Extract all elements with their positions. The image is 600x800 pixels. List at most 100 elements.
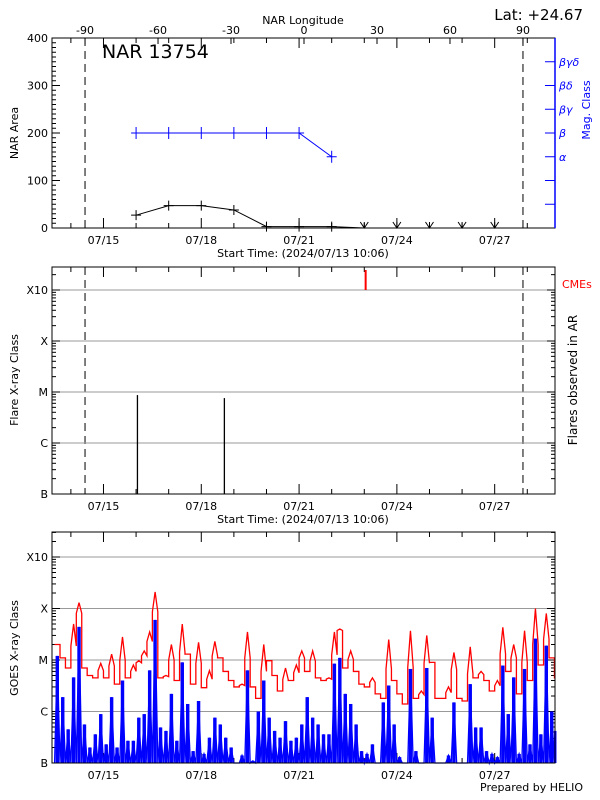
goes-short-channel-bar	[147, 670, 152, 763]
area-line	[135, 205, 495, 229]
goes-short-channel-bar	[338, 657, 342, 763]
mag-class-point-marker	[131, 127, 142, 139]
middle-xlabel: Start Time: (2024/07/13 10:06)	[217, 513, 389, 526]
area-point-plus-marker	[228, 204, 239, 215]
goes-short-channel-bar	[359, 751, 364, 763]
goes-short-channel-bar	[387, 685, 391, 763]
date-tick-label: 07/21	[283, 500, 315, 513]
mag-class-point-marker	[326, 150, 337, 163]
longitude-tick-label: 90	[516, 24, 530, 37]
goes-short-channel-bar	[185, 703, 190, 763]
area-point-plus-marker	[261, 221, 272, 232]
area-point-down-marker	[425, 221, 434, 229]
area-point-down-marker	[457, 221, 467, 229]
goes-short-channel-bar	[93, 734, 98, 763]
longitude-tick-label: 0	[301, 24, 308, 37]
goes-short-channel-bar	[137, 717, 141, 763]
goes-short-channel-bar	[109, 697, 114, 763]
goes-short-channel-bar	[245, 670, 250, 763]
area-axis-label: NAR Area	[8, 107, 21, 159]
goes-short-channel-bar	[539, 734, 543, 763]
date-tick-label: 07/18	[185, 500, 217, 513]
goes-short-channel-bar	[289, 740, 293, 763]
goes-short-channel-bar	[240, 755, 244, 763]
goes-short-channel-bar	[305, 697, 309, 763]
mag-class-tick-label: β	[558, 127, 566, 140]
region-title: NAR 13754	[102, 41, 209, 63]
mag-class-point-marker	[294, 127, 305, 139]
class-tick-label: X	[40, 335, 48, 348]
goes-short-channel-bar	[327, 734, 331, 763]
goes-short-channel-bar	[153, 619, 157, 763]
goes-short-channel-bar	[425, 667, 429, 763]
area-tick-label: 400	[27, 32, 48, 45]
goes-short-channel-bar	[354, 724, 358, 763]
date-tick-label: 07/24	[381, 500, 413, 513]
goes-short-channel-bar	[528, 744, 532, 763]
goes-short-channel-bar	[213, 717, 217, 763]
goes-short-channel-bar	[544, 645, 549, 763]
area-point-plus-marker	[196, 200, 207, 211]
flares-in-ar-label: Flares observed in AR	[566, 315, 580, 445]
goes-short-channel-line	[53, 619, 556, 766]
class-tick-label: X10	[26, 551, 48, 564]
area-tick-label: 200	[27, 127, 48, 140]
goes-short-channel-bar	[316, 724, 320, 763]
mag-class-axis-label: Mag. Class	[580, 80, 593, 139]
goes-short-channel-bar	[77, 626, 81, 763]
longitude-tick-label: 30	[370, 24, 384, 37]
bottom-panel-frame	[51, 531, 556, 764]
class-tick-label: C	[40, 706, 48, 719]
goes-short-channel-bar	[550, 711, 554, 763]
date-tick-label: 07/15	[88, 234, 120, 247]
goes-short-channel-bar	[522, 668, 527, 763]
goes-short-channel-bar	[321, 734, 326, 763]
goes-short-channel-bar	[158, 727, 163, 763]
goes-short-channel-bar	[533, 638, 538, 763]
goes-short-channel-bar	[332, 663, 337, 763]
class-tick-label: B	[40, 488, 48, 501]
goes-short-channel-bar	[71, 677, 76, 763]
goes-short-channel-bar	[348, 703, 353, 763]
goes-short-channel-bar	[506, 714, 510, 763]
date-tick-label: 07/27	[479, 769, 511, 782]
mag-class-tick-label: α	[559, 151, 567, 164]
goes-short-channel-bar	[310, 717, 315, 763]
mag-class-point-marker	[261, 127, 272, 139]
goes-short-channel-bar	[479, 727, 483, 763]
class-tick-label: X10	[26, 284, 48, 297]
goes-short-channel-bar	[397, 757, 402, 763]
goes-short-channel-bar	[191, 751, 195, 763]
goes-short-channel-bar	[392, 724, 396, 763]
goes-short-channel-bar	[517, 753, 521, 763]
goes-short-channel-bar	[115, 747, 119, 763]
area-tick-label: 0	[41, 222, 48, 235]
date-tick-label: 07/21	[283, 769, 315, 782]
goes-short-channel-bar	[370, 744, 375, 763]
prepared-by-footer: Prepared by HELIO	[480, 781, 583, 794]
goes-short-channel-bar	[555, 730, 557, 763]
mag-class-point-marker	[163, 127, 174, 139]
top-xlabel: Start Time: (2024/07/13 10:06)	[217, 247, 389, 260]
goes-short-channel-bar	[511, 677, 516, 763]
longitude-tick-label: -90	[76, 24, 94, 37]
class-tick-label: M	[39, 654, 49, 667]
area-point-down-marker	[490, 221, 500, 229]
goes-short-channel-bar	[251, 760, 255, 763]
mag-class-tick-label: βγ	[558, 103, 573, 116]
mag-class-point-marker	[228, 127, 239, 139]
date-tick-label: 07/21	[283, 234, 315, 247]
goes-long-channel-line	[54, 591, 556, 705]
mag-class-tick-label: βγδ	[558, 56, 580, 69]
goes-short-channel-bar	[501, 665, 505, 763]
goes-short-channel-bar	[207, 737, 212, 763]
goes-short-channel-bar	[142, 714, 146, 763]
goes-short-channel-bar	[126, 740, 130, 763]
cme-label: CMEs	[562, 278, 592, 291]
goes-short-channel-bar	[468, 684, 472, 763]
goes-short-channel-bar	[55, 655, 60, 763]
goes-short-channel-bar	[446, 755, 451, 763]
longitude-tick-label: -60	[149, 24, 167, 37]
goes-short-channel-bar	[224, 737, 228, 763]
goes-short-channel-bar	[82, 724, 87, 763]
